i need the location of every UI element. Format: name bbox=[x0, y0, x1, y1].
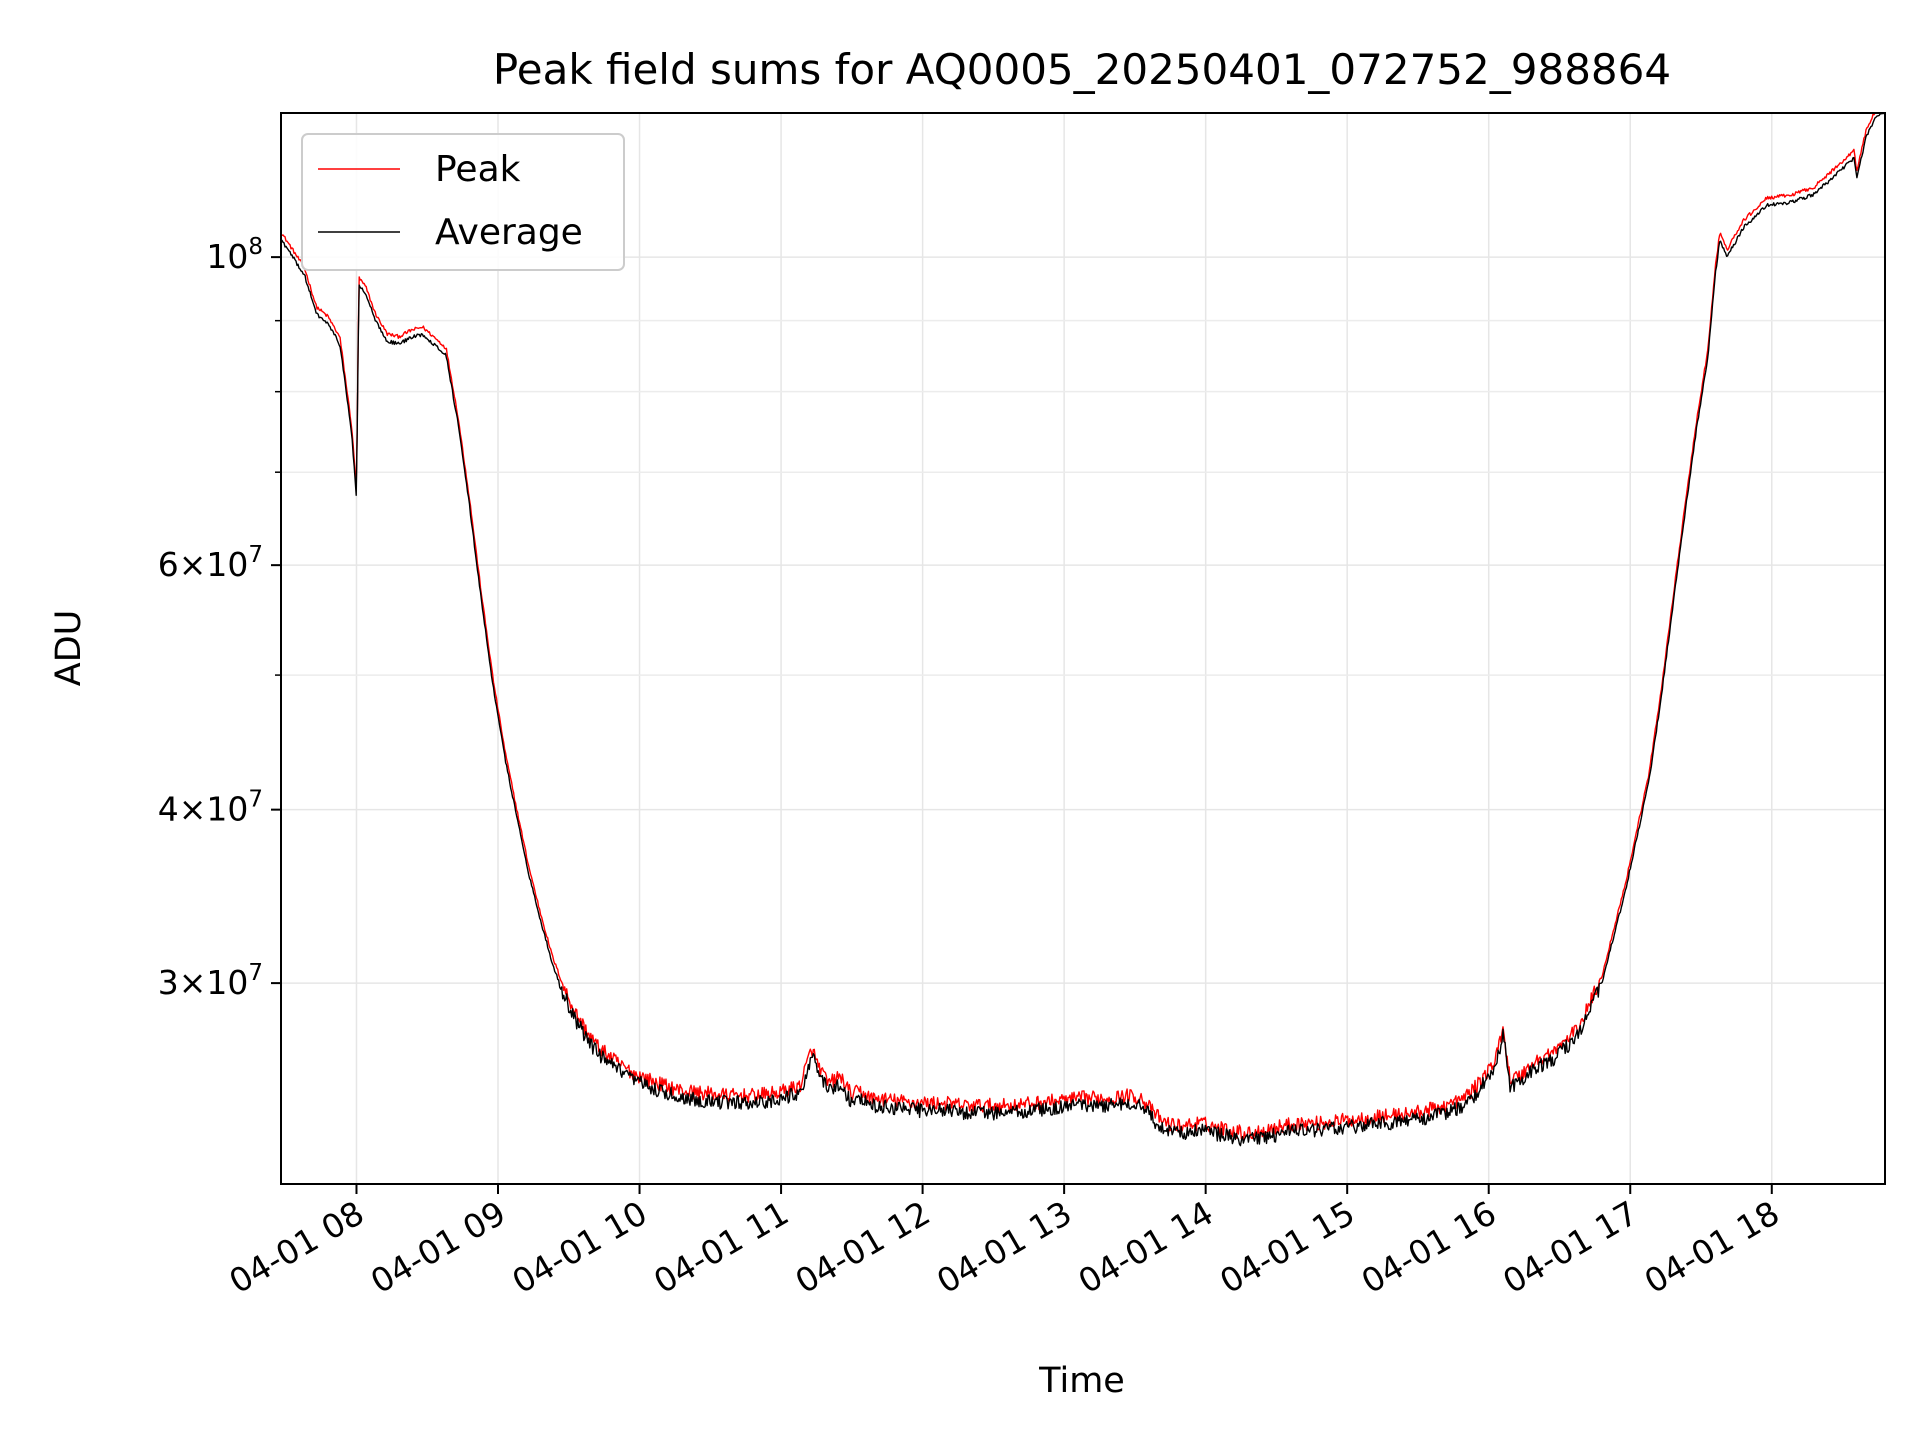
y-tick-base-ten: 10 bbox=[206, 545, 248, 584]
y-tick-exponent: 7 bbox=[248, 787, 263, 813]
y-tick-label: 4×107 bbox=[158, 787, 263, 829]
plot-area bbox=[280, 112, 1886, 1147]
y-tick-exponent: 8 bbox=[248, 234, 263, 260]
y-tick-label: 3×107 bbox=[158, 960, 263, 1002]
series-line-peak bbox=[280, 112, 1885, 1141]
axes-frame bbox=[280, 112, 1886, 1185]
y-tick-exponent: 7 bbox=[248, 542, 263, 568]
y-tick-mantissa: 4 bbox=[158, 790, 179, 829]
y-tick-base-ten: 10 bbox=[206, 790, 248, 829]
y-tick-times: × bbox=[179, 545, 207, 584]
y-tick-base-ten: 10 bbox=[206, 963, 248, 1002]
y-axis-title: ADU bbox=[49, 610, 89, 687]
y-tick-base-ten: 10 bbox=[206, 237, 248, 276]
y-tick-mantissa: 6 bbox=[158, 545, 179, 584]
y-tick-exponent: 7 bbox=[248, 960, 263, 986]
series-line-average bbox=[280, 112, 1886, 1147]
y-tick-label: 6×107 bbox=[158, 542, 263, 584]
y-tick-times: × bbox=[179, 963, 207, 1002]
legend: Peak Average bbox=[301, 133, 625, 271]
legend-box bbox=[301, 133, 625, 271]
grid bbox=[281, 113, 1885, 1184]
y-tick-label: 108 bbox=[206, 234, 263, 276]
y-tick-mantissa: 3 bbox=[158, 963, 179, 1002]
x-axis-title: Time bbox=[1038, 1361, 1125, 1401]
legend-label-peak: Peak bbox=[435, 149, 521, 190]
y-tick-times: × bbox=[179, 790, 207, 829]
chart-title: Peak field sums for AQ0005_20250401_0727… bbox=[493, 45, 1671, 94]
legend-label-average: Average bbox=[435, 212, 583, 253]
